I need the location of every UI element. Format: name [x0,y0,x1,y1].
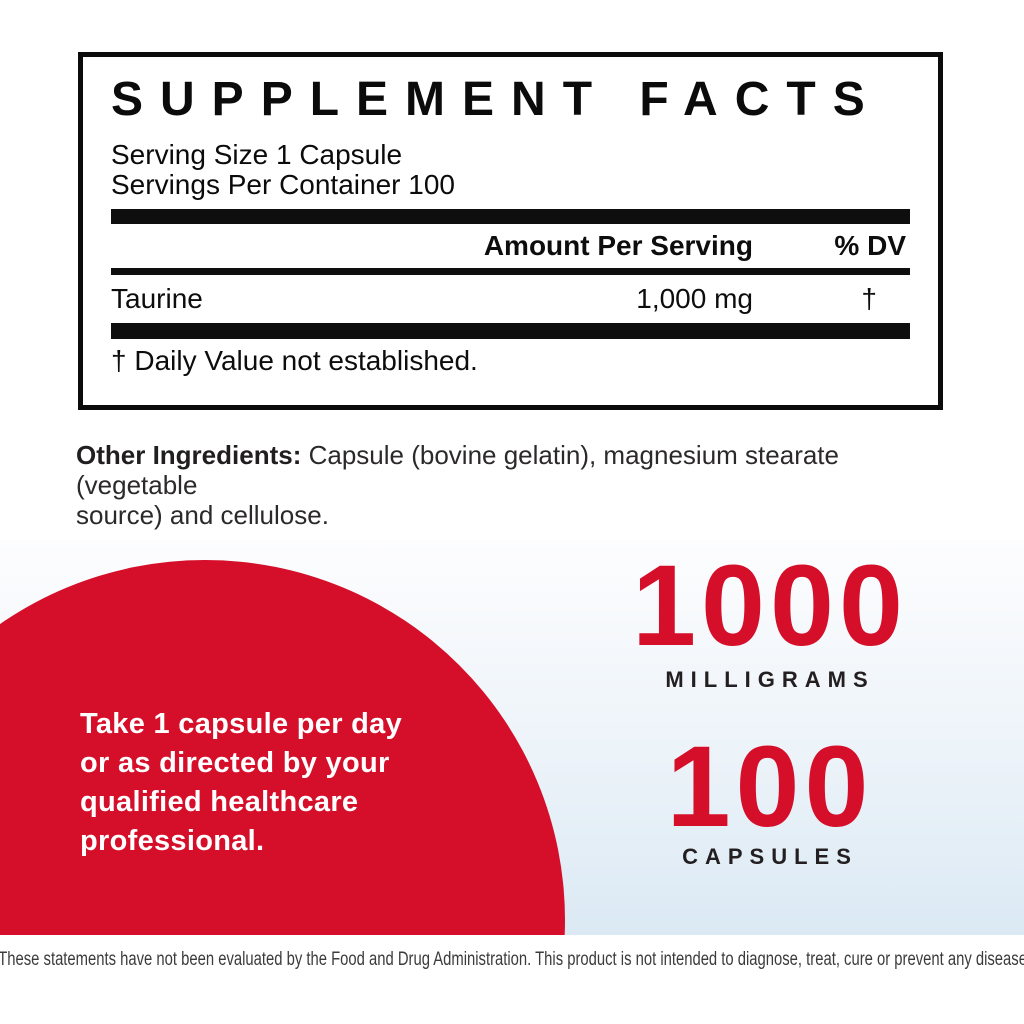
dosage-line: or as directed by your [80,747,390,779]
serving-info: Serving Size 1 Capsule Servings Per Cont… [111,140,910,200]
other-ingredients: Other Ingredients: Capsule (bovine gelat… [76,440,966,530]
header-amount-per-serving: Amount Per Serving [483,230,753,261]
divider-thick-top [111,209,910,224]
capsules-label: CAPSULES [682,844,858,869]
ingredient-name: Taurine [111,283,203,314]
fda-disclaimer: *These statements have not been evaluate… [0,948,1024,972]
lower-band: Take 1 capsule per day or as directed by… [0,540,1024,935]
supplement-facts-panel: SUPPLEMENT FACTS Serving Size 1 Capsule … [78,52,943,410]
daily-value-footnote: † Daily Value not established. [111,345,478,376]
facts-header-row: Amount Per Serving % DV [111,224,910,268]
other-ingredients-line1: Other Ingredients: Capsule (bovine gelat… [76,440,966,500]
table-row: Taurine 1,000 mg † [111,275,910,323]
other-ingredients-text2: source) and cellulose. [76,500,329,530]
fda-disclaimer-text: *These statements have not been evaluate… [0,949,1024,970]
serving-size: Serving Size 1 Capsule [111,139,403,170]
ingredient-dv: † [861,283,877,314]
dosage-line: qualified healthcare [80,786,359,818]
dosage-line: professional. [80,825,265,857]
milligrams-label: MILLIGRAMS [665,667,875,692]
other-ingredients-label: Other Ingredients: [76,440,302,470]
divider-thick-bottom [111,323,910,339]
capsules-value: 100 [666,723,874,851]
divider-thin [111,268,910,275]
dosage-line: Take 1 capsule per day [80,708,403,740]
other-ingredients-text1: Capsule (bovine gelatin), magnesium stea… [76,440,839,500]
dosage-directions: Take 1 capsule per day or as directed by… [80,705,402,861]
ingredient-amount: 1,000 mg [636,283,753,314]
panel-title: SUPPLEMENT FACTS [111,73,882,126]
milligrams-value: 1000 [632,542,908,670]
header-percent-dv: % DV [834,230,906,261]
servings-per-container: Servings Per Container 100 [111,169,455,200]
